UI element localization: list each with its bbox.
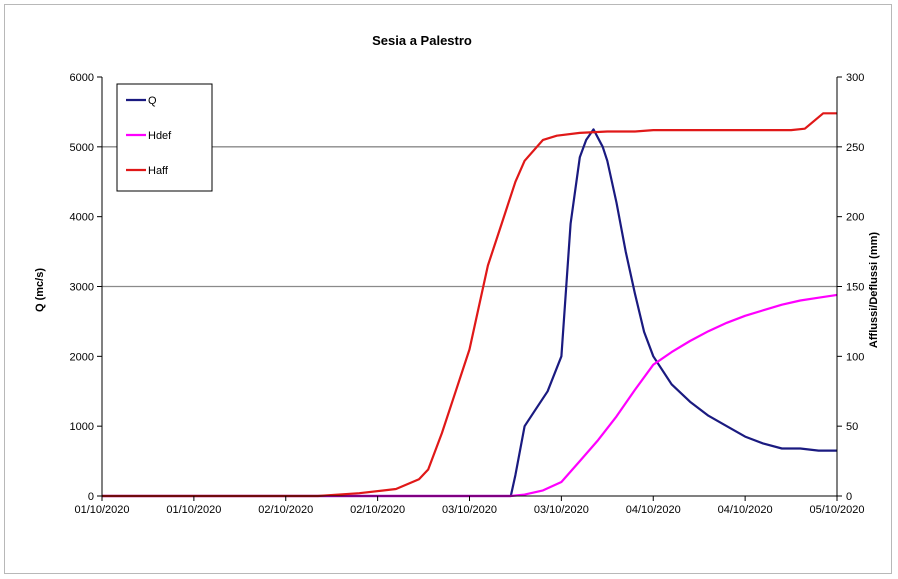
x-tick-label: 01/10/2020	[166, 504, 221, 516]
y-tick-label-left: 5000	[70, 142, 94, 154]
x-tick-label: 05/10/2020	[809, 504, 864, 516]
series-line-q	[102, 128, 837, 498]
y-axis-label-left: Q (mc/s)	[34, 268, 46, 312]
x-tick-label: 02/10/2020	[350, 504, 405, 516]
x-tick-label: 03/10/2020	[534, 504, 589, 516]
y-tick-label-right: 50	[846, 421, 858, 433]
y-tick-label-left: 0	[88, 491, 94, 503]
x-tick-label: 04/10/2020	[626, 504, 681, 516]
legend-label-haff: Haff	[148, 165, 169, 177]
y-tick-label-left: 1000	[70, 421, 94, 433]
y-tick-label-right: 100	[846, 351, 864, 363]
y-tick-label-right: 300	[846, 72, 864, 84]
x-tick-label: 03/10/2020	[442, 504, 497, 516]
y-tick-label-left: 6000	[70, 72, 94, 84]
series-line-hdef	[102, 293, 838, 498]
y-axis-label-right: Afflussi/Deflussi (mm)	[868, 232, 880, 348]
y-tick-label-right: 200	[846, 212, 864, 224]
x-tick-label: 04/10/2020	[718, 504, 773, 516]
chart-svg: Sesia a Palestro Q (mc/s) Afflussi/Deflu…	[34, 33, 880, 516]
legend-label-q: Q	[148, 95, 157, 107]
x-tick-label: 01/10/2020	[74, 504, 129, 516]
y-tick-label-right: 150	[846, 282, 864, 294]
y-tick-label-right: 0	[846, 491, 852, 503]
y-tick-label-right: 250	[846, 142, 864, 154]
y-tick-label-left: 3000	[70, 282, 94, 294]
series-line-haff	[102, 112, 837, 498]
y-tick-label-left: 4000	[70, 212, 94, 224]
legend-label-hdef: Hdef	[148, 130, 172, 142]
y-tick-label-left: 2000	[70, 351, 94, 363]
x-tick-label: 02/10/2020	[258, 504, 313, 516]
legend-box	[116, 83, 213, 192]
chart-title: Sesia a Palestro	[372, 33, 472, 48]
legend: Q Hdef Haff	[116, 83, 213, 192]
chart-frame: Sesia a Palestro Q (mc/s) Afflussi/Deflu…	[4, 4, 892, 574]
